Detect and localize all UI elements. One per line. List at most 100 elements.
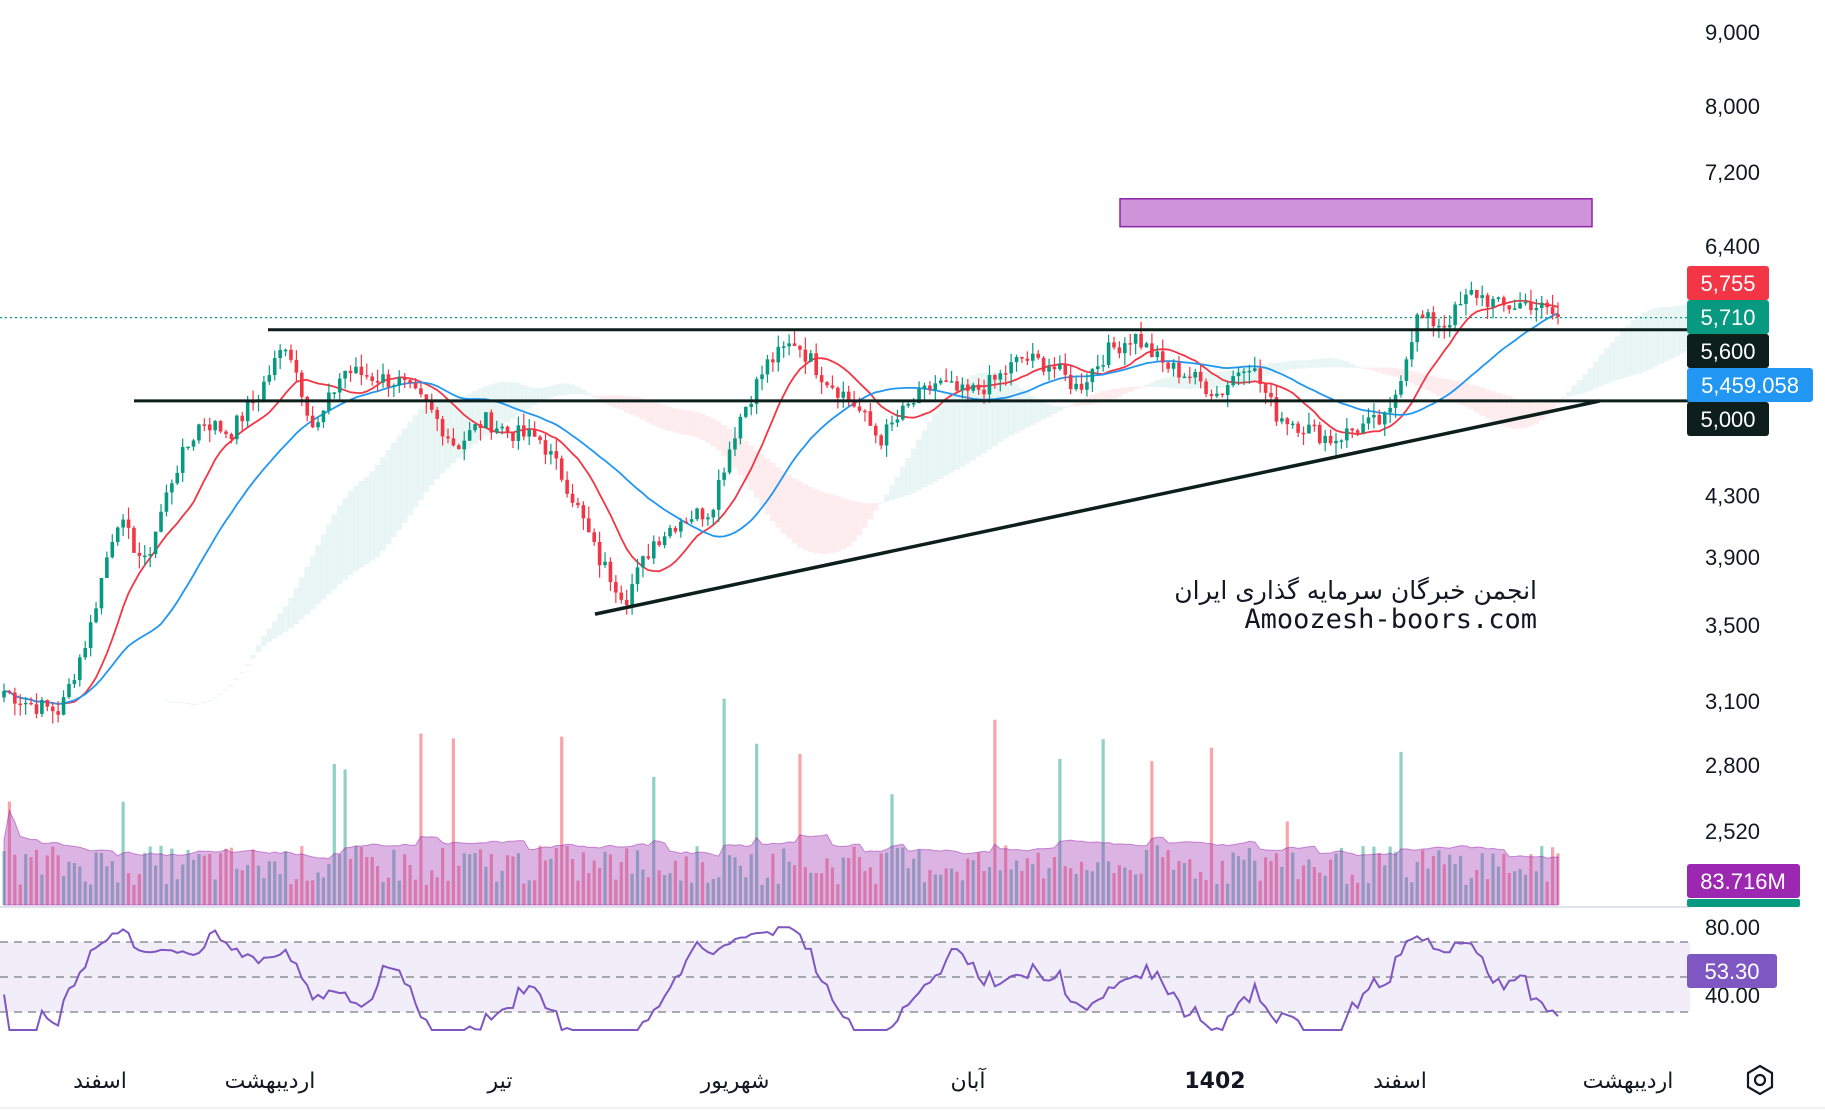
candle-body[interactable] — [1263, 384, 1268, 393]
candle-body[interactable] — [982, 389, 986, 395]
candle-body[interactable] — [229, 434, 234, 440]
candle-body[interactable] — [689, 519, 694, 522]
candle-body[interactable] — [1036, 353, 1040, 358]
candle-body[interactable] — [603, 561, 607, 566]
candle-body[interactable] — [1188, 376, 1192, 379]
candle-body[interactable] — [522, 425, 526, 437]
candle-body[interactable] — [1052, 366, 1057, 370]
candle-body[interactable] — [213, 421, 217, 431]
candle-body[interactable] — [197, 424, 201, 441]
candle-body[interactable] — [202, 424, 207, 426]
candle-body[interactable] — [164, 492, 169, 512]
candle-body[interactable] — [397, 377, 402, 386]
candle-body[interactable] — [294, 359, 299, 373]
candle-body[interactable] — [711, 509, 716, 518]
candle-body[interactable] — [679, 521, 683, 532]
candle-body[interactable] — [733, 438, 737, 450]
candle-body[interactable] — [787, 343, 791, 347]
candle-body[interactable] — [1144, 343, 1149, 348]
candle-body[interactable] — [1020, 357, 1024, 359]
candle-body[interactable] — [614, 582, 618, 593]
candle-body[interactable] — [998, 373, 1003, 380]
candle-body[interactable] — [1550, 307, 1555, 315]
candle-body[interactable] — [1355, 430, 1360, 433]
candle-body[interactable] — [18, 703, 23, 706]
candle-body[interactable] — [1209, 394, 1214, 397]
candle-body[interactable] — [1420, 314, 1425, 319]
candle-body[interactable] — [267, 375, 272, 382]
candle-body[interactable] — [1269, 392, 1273, 398]
candle-body[interactable] — [532, 430, 537, 437]
candle-body[interactable] — [1009, 362, 1013, 374]
candle-body[interactable] — [895, 419, 900, 423]
candle-body[interactable] — [40, 700, 44, 714]
candle-body[interactable] — [1198, 371, 1203, 382]
candle-body[interactable] — [13, 692, 17, 704]
candles-layer[interactable] — [2, 281, 1560, 724]
candle-body[interactable] — [419, 388, 423, 395]
candle-body[interactable] — [744, 407, 748, 417]
candle-body[interactable] — [1377, 415, 1382, 425]
candle-body[interactable] — [392, 385, 396, 387]
candle-body[interactable] — [727, 449, 732, 473]
candle-body[interactable] — [527, 430, 532, 437]
candle-body[interactable] — [1117, 347, 1122, 354]
candle-body[interactable] — [1182, 376, 1187, 379]
candle-body[interactable] — [868, 411, 873, 426]
candle-body[interactable] — [1545, 302, 1549, 308]
candle-body[interactable] — [1491, 299, 1495, 307]
candle-body[interactable] — [300, 372, 304, 397]
candle-body[interactable] — [949, 381, 954, 383]
candle-body[interactable] — [966, 384, 970, 391]
settings-icon[interactable] — [1746, 1064, 1774, 1096]
candle-body[interactable] — [159, 511, 163, 532]
candle-body[interactable] — [1236, 372, 1241, 377]
candle-body[interactable] — [565, 479, 569, 494]
candle-body[interactable] — [581, 505, 586, 519]
candle-body[interactable] — [771, 359, 775, 363]
candle-body[interactable] — [467, 430, 472, 441]
candle-body[interactable] — [1204, 381, 1208, 395]
candle-body[interactable] — [61, 697, 66, 715]
candle-body[interactable] — [1404, 359, 1409, 382]
candle-body[interactable] — [262, 381, 266, 400]
candle-body[interactable] — [1518, 303, 1522, 309]
candle-body[interactable] — [1058, 364, 1062, 370]
candle-body[interactable] — [993, 375, 997, 380]
candle-body[interactable] — [115, 527, 120, 542]
candle-body[interactable] — [722, 472, 726, 480]
candle-body[interactable] — [1166, 362, 1170, 369]
candle-body[interactable] — [381, 374, 385, 383]
candle-body[interactable] — [1079, 383, 1084, 390]
candle-body[interactable] — [1231, 376, 1235, 386]
candle-body[interactable] — [402, 377, 407, 381]
candle-body[interactable] — [186, 446, 190, 449]
candle-body[interactable] — [695, 508, 699, 520]
candle-body[interactable] — [657, 541, 661, 546]
candle-body[interactable] — [484, 412, 488, 428]
candle-body[interactable] — [960, 384, 965, 391]
candle-body[interactable] — [207, 424, 212, 431]
candle-body[interactable] — [635, 567, 640, 585]
candle-body[interactable] — [175, 472, 180, 484]
candle-body[interactable] — [559, 458, 564, 480]
candle-body[interactable] — [1095, 366, 1100, 370]
candle-body[interactable] — [1301, 432, 1306, 435]
candle-body[interactable] — [1252, 368, 1257, 371]
candle-body[interactable] — [1296, 423, 1300, 433]
candle-body[interactable] — [272, 358, 277, 376]
candle-body[interactable] — [873, 425, 878, 436]
candle-body[interactable] — [505, 426, 510, 432]
candle-body[interactable] — [1177, 362, 1181, 378]
candle-body[interactable] — [240, 415, 245, 422]
candle-body[interactable] — [1128, 343, 1133, 345]
candle-body[interactable] — [1469, 289, 1474, 295]
candle-body[interactable] — [440, 418, 445, 437]
candle-body[interactable] — [1106, 342, 1111, 366]
candle-body[interactable] — [1123, 343, 1127, 354]
candle-body[interactable] — [938, 380, 943, 384]
candle-body[interactable] — [121, 519, 125, 528]
candle-body[interactable] — [700, 508, 705, 520]
candle-body[interactable] — [1485, 295, 1490, 307]
